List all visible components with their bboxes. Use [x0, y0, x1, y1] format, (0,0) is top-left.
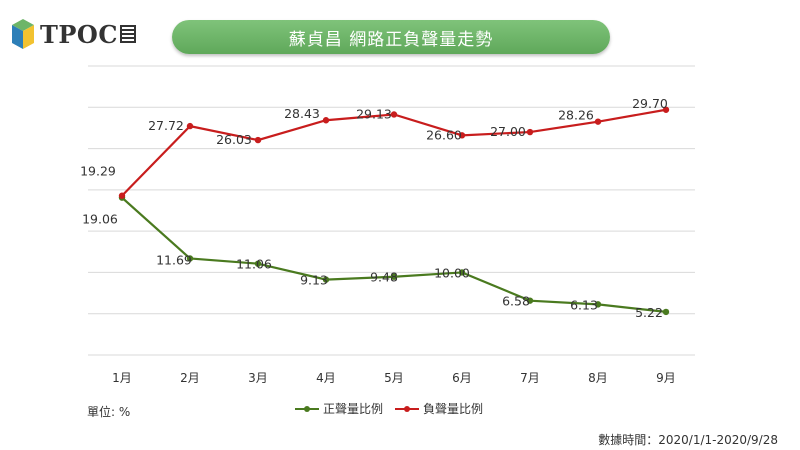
- series-line: [121, 196, 667, 313]
- data-label: 27.00: [490, 124, 526, 139]
- data-point: [594, 118, 602, 125]
- x-tick-label: 4月: [316, 371, 336, 385]
- legend-label-positive: 正聲量比例: [323, 402, 384, 416]
- x-tick-label: 1月: [112, 371, 132, 385]
- data-point: [186, 255, 194, 262]
- data-label: 29.70: [632, 96, 668, 111]
- data-label: 10.00: [434, 265, 470, 280]
- data-point: [390, 111, 398, 118]
- data-label: 6.58: [502, 294, 530, 309]
- data-label: 9.13: [300, 273, 328, 288]
- data-point: [254, 260, 262, 267]
- data-label: 28.26: [558, 108, 594, 123]
- logo-badge-icon: [119, 25, 136, 43]
- logo-cube-icon: [12, 19, 34, 49]
- data-label: 26.60: [426, 127, 462, 142]
- data-label: 26.03: [216, 132, 252, 147]
- data-label: 11.69: [156, 252, 192, 267]
- chart-legend: 正聲量比例 負聲量比例: [295, 400, 495, 417]
- chart-title: 蘇貞昌 網路正負聲量走勢: [172, 20, 610, 54]
- data-label: 11.06: [236, 257, 272, 272]
- data-point: [186, 122, 194, 130]
- data-point: [526, 297, 534, 304]
- data-period-note: 數據時間：2020/1/1-2020/9/28: [598, 433, 778, 447]
- data-label: 28.43: [284, 106, 320, 121]
- data-point: [662, 308, 670, 316]
- legend-item-positive: 正聲量比例: [295, 400, 383, 417]
- data-label: 19.06: [82, 212, 118, 227]
- legend-swatch-positive: [295, 405, 319, 412]
- series-line: [121, 108, 667, 197]
- tpoc-logo: TPOC: [10, 16, 136, 52]
- data-label: 9.48: [370, 270, 398, 285]
- data-point: [526, 128, 534, 136]
- data-point: [458, 269, 466, 276]
- x-tick-label: 7月: [520, 371, 540, 385]
- x-tick-label: 2月: [180, 371, 200, 385]
- data-label: 29.13: [356, 106, 392, 121]
- data-label: 5.22: [635, 305, 663, 320]
- logo-text: TPOC: [40, 19, 118, 49]
- data-point: [118, 192, 126, 199]
- data-label: 19.29: [80, 164, 116, 179]
- data-point: [322, 276, 330, 283]
- legend-label-negative: 負聲量比例: [423, 402, 484, 416]
- legend-item-negative: 負聲量比例: [395, 400, 483, 417]
- legend-swatch-negative: [395, 405, 420, 412]
- x-tick-label: 3月: [248, 371, 268, 385]
- x-tick-label: 9月: [656, 371, 676, 385]
- data-point: [254, 136, 262, 144]
- x-tick-label: 8月: [588, 371, 608, 385]
- data-point: [662, 106, 670, 113]
- x-tick-label: 6月: [452, 371, 472, 385]
- data-point: [594, 301, 602, 308]
- data-label: 6.13: [570, 297, 598, 312]
- data-point: [322, 117, 330, 124]
- data-label: 27.72: [148, 118, 184, 133]
- unit-label: 單位: %: [87, 405, 131, 419]
- x-tick-label: 5月: [384, 371, 404, 385]
- data-point: [458, 132, 466, 139]
- data-point: [390, 273, 398, 280]
